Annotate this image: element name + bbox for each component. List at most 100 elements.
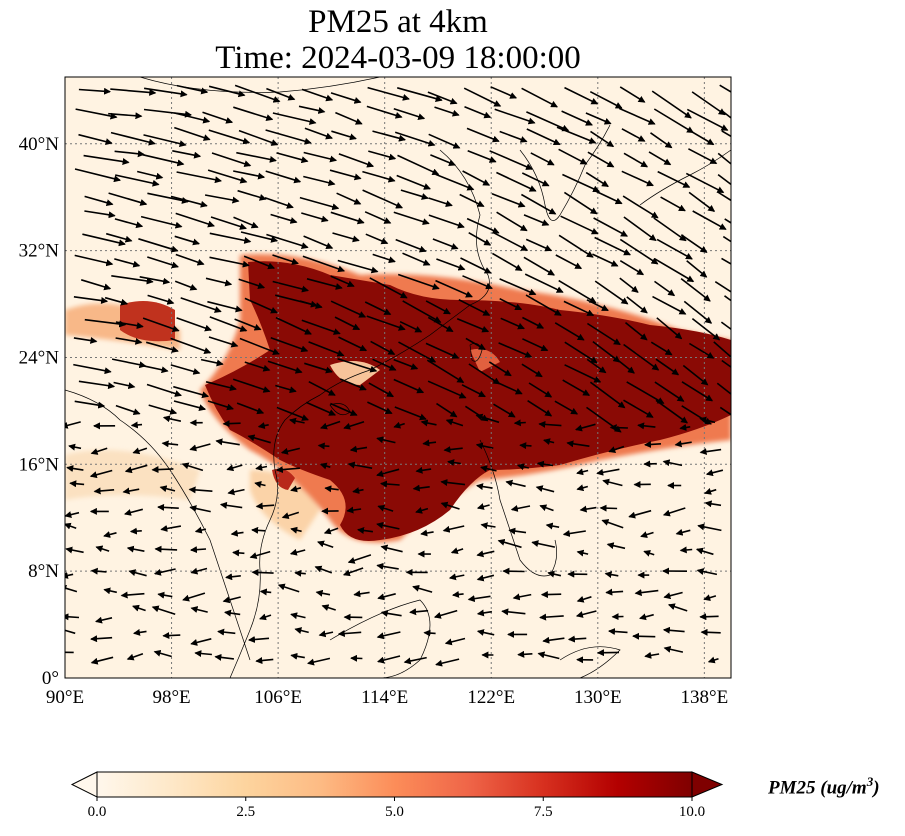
wind-arrow: [512, 593, 532, 601]
coastline-borneo: [329, 599, 431, 678]
wind-arrow: [576, 468, 589, 476]
wind-arrow: [264, 197, 294, 209]
wind-arrow: [494, 108, 536, 125]
wind-arrow: [525, 238, 553, 252]
wind-arrow: [294, 569, 306, 577]
wind-arrow: [270, 337, 309, 353]
wind-arrow: [105, 232, 133, 243]
wind-arrow: [517, 463, 529, 471]
wind-arrow: [589, 381, 626, 409]
wind-arrow: [73, 337, 98, 344]
wind-arrow: [372, 130, 406, 142]
wind-arrow: [353, 590, 370, 598]
wind-arrow: [132, 447, 148, 455]
wind-arrow: [257, 422, 269, 430]
wind-arrow: [227, 488, 245, 496]
wind-arrow: [521, 193, 557, 215]
wind-arrow: [289, 417, 305, 425]
wind-arrow: [434, 106, 460, 117]
wind-arrow: [501, 608, 526, 616]
wind-arrow: [497, 538, 522, 549]
wind-arrow: [317, 442, 330, 450]
wind-arrow: [466, 127, 500, 143]
wind-arrow: [138, 238, 179, 253]
wind-arrow: [442, 525, 465, 533]
wind-arrow: [558, 148, 588, 165]
wind-arrow: [618, 107, 656, 125]
wind-arrow: [74, 400, 106, 409]
wind-arrow: [75, 108, 118, 120]
wind-arrow: [462, 275, 493, 290]
wind-arrow: [707, 656, 719, 664]
wind-arrow: [528, 382, 553, 398]
wind-arrow: [172, 150, 202, 159]
wind-arrow: [564, 86, 599, 105]
wind-arrow: [190, 567, 208, 575]
wind-arrow: [476, 574, 495, 582]
wind-arrow: [140, 364, 169, 374]
wind-arrow: [236, 402, 265, 415]
y-tick-label: 16°N: [19, 454, 60, 475]
wind-arrow: [66, 465, 84, 472]
wind-arrow: [139, 276, 171, 285]
wind-arrow: [724, 295, 731, 302]
wind-arrow: [323, 527, 339, 535]
wind-arrow: [468, 232, 492, 246]
pm25-field: [65, 77, 731, 678]
wind-arrow: [644, 440, 662, 448]
wind-arrow: [145, 341, 179, 353]
wind-arrow: [499, 297, 523, 311]
wind-arrow: [427, 380, 467, 399]
wind-arrow: [444, 637, 466, 646]
wind-arrow: [294, 627, 309, 634]
wind-arrow: [176, 84, 209, 95]
wind-arrow: [403, 656, 427, 665]
wind-arrow: [338, 336, 368, 352]
wind-arrow: [108, 192, 148, 206]
wind-arrow: [425, 300, 451, 315]
wind-arrow: [443, 446, 463, 454]
y-axis-ticks: 0° 8°N 16°N 24°N 32°N 40°N: [19, 134, 60, 689]
wind-arrow: [189, 505, 211, 513]
wind-arrow: [110, 88, 157, 96]
wind-arrow: [238, 129, 279, 146]
wind-arrow: [648, 151, 672, 166]
wind-arrow: [157, 503, 179, 511]
wind-arrow: [688, 342, 715, 359]
wind-arrow: [233, 106, 274, 121]
wind-arrow: [90, 447, 108, 455]
wind-arrow: [452, 590, 464, 598]
wind-arrow: [425, 342, 460, 359]
wind-arrow: [717, 152, 731, 165]
wind-arrow: [508, 527, 527, 535]
wind-arrow: [517, 650, 533, 658]
wind-arrow: [128, 569, 147, 577]
wind-arrow: [146, 383, 182, 397]
wind-arrow: [337, 357, 378, 373]
wind-arrow: [342, 567, 364, 577]
wind-arrow: [681, 381, 714, 402]
wind-arrow: [682, 364, 709, 386]
wind-arrow: [277, 583, 300, 593]
wind-arrow: [336, 192, 362, 205]
wind-arrow: [432, 238, 459, 250]
wind-arrow: [524, 273, 564, 293]
x-axis-ticks: 90°E 98°E 106°E 114°E 122°E 130°E 138°E: [46, 687, 728, 708]
colorbar-label: PM25 (ug/m3): [768, 774, 880, 799]
wind-arrow: [376, 562, 399, 570]
wind-arrow: [436, 258, 466, 271]
colorbar: 0.0 2.5 5.0 7.5 10.0: [70, 771, 724, 820]
pm25-core-west: [120, 301, 175, 342]
wind-arrow: [462, 170, 491, 186]
wind-arrow: [82, 233, 126, 247]
wind-arrow: [190, 546, 207, 554]
wind-arrow: [330, 275, 355, 288]
wind-arrow: [173, 400, 207, 412]
wind-arrow: [705, 469, 724, 477]
wind-arrow: [176, 317, 212, 332]
wind-arrow: [393, 358, 419, 370]
wind-arrow: [367, 86, 410, 101]
wind-arrow: [397, 273, 440, 290]
wind-arrow: [395, 238, 427, 253]
wind-arrow: [124, 508, 144, 516]
